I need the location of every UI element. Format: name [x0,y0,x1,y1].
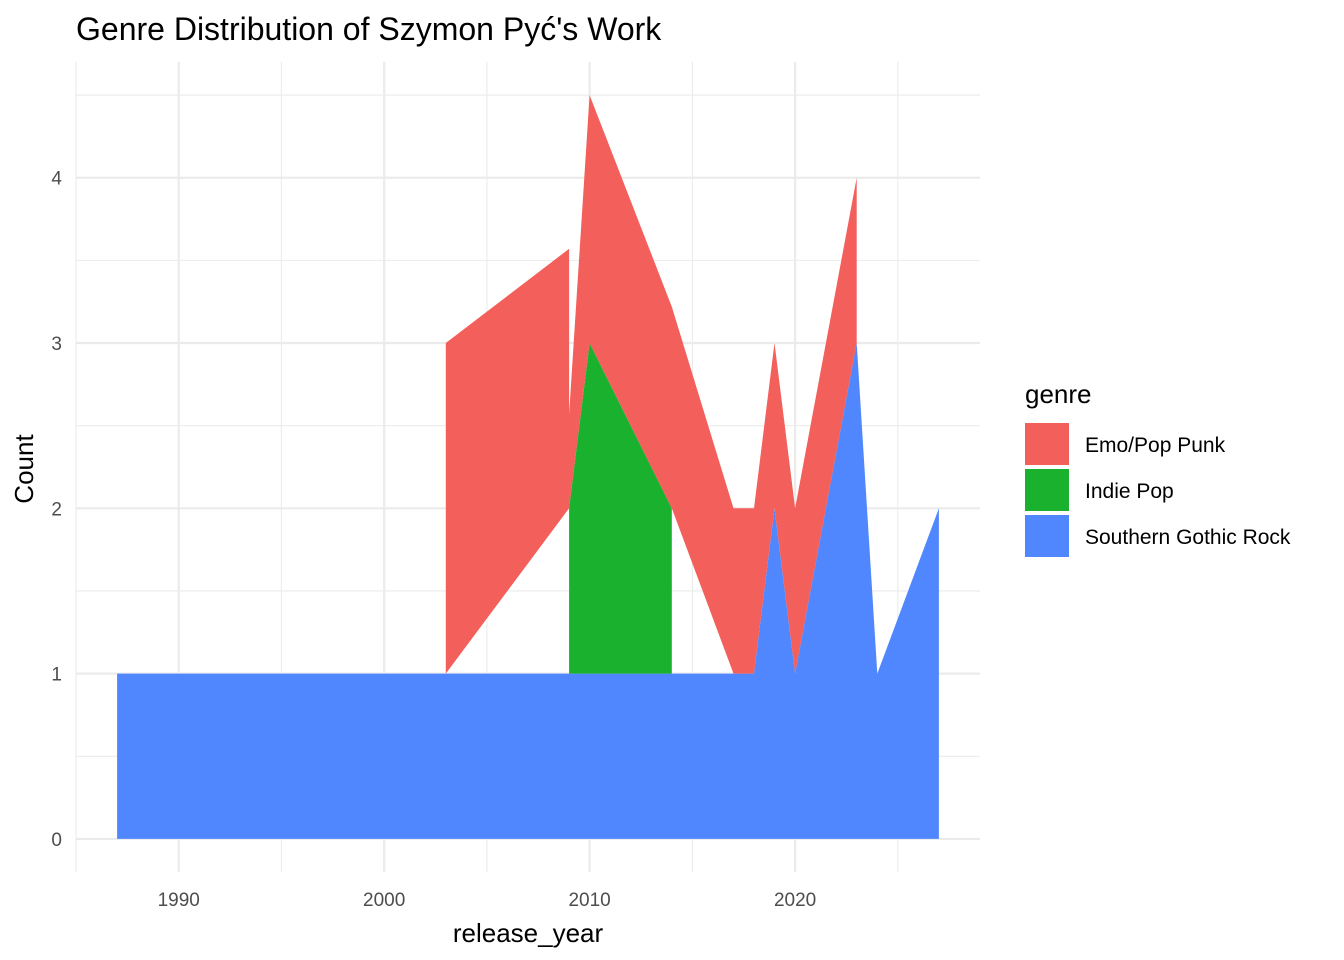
x-axis-title: release_year [453,918,604,948]
legend-label: Emo/Pop Punk [1085,434,1226,457]
area-emo-pop-punk [445,95,857,674]
y-tick-label: 3 [51,334,62,355]
chart-title: Genre Distribution of Szymon Pyć's Work [76,11,662,47]
legend-title: genre [1025,379,1092,409]
legend-label: Southern Gothic Rock [1085,526,1291,549]
y-tick-label: 2 [51,499,62,520]
legend-swatch [1025,469,1069,511]
axis-ticks: 1990 2000 2010 2020 0 1 2 3 4 [51,169,816,911]
legend-swatch [1025,423,1069,465]
y-tick-label: 1 [51,665,62,686]
x-tick-label: 2020 [774,890,816,911]
legend: genre Emo/Pop Punk Indie Pop Southern Goth… [1025,379,1291,557]
y-tick-label: 4 [51,169,62,190]
area-indie-pop [569,343,672,674]
area-southern-gothic-rock [117,343,939,839]
x-tick-label: 2000 [363,890,405,911]
legend-swatch [1025,515,1069,557]
legend-label: Indie Pop [1085,480,1174,503]
x-tick-label: 1990 [158,890,200,911]
y-tick-label: 0 [51,830,62,851]
area-layers [117,95,939,839]
x-tick-label: 2010 [568,890,610,911]
y-axis-title: Count [9,434,39,504]
